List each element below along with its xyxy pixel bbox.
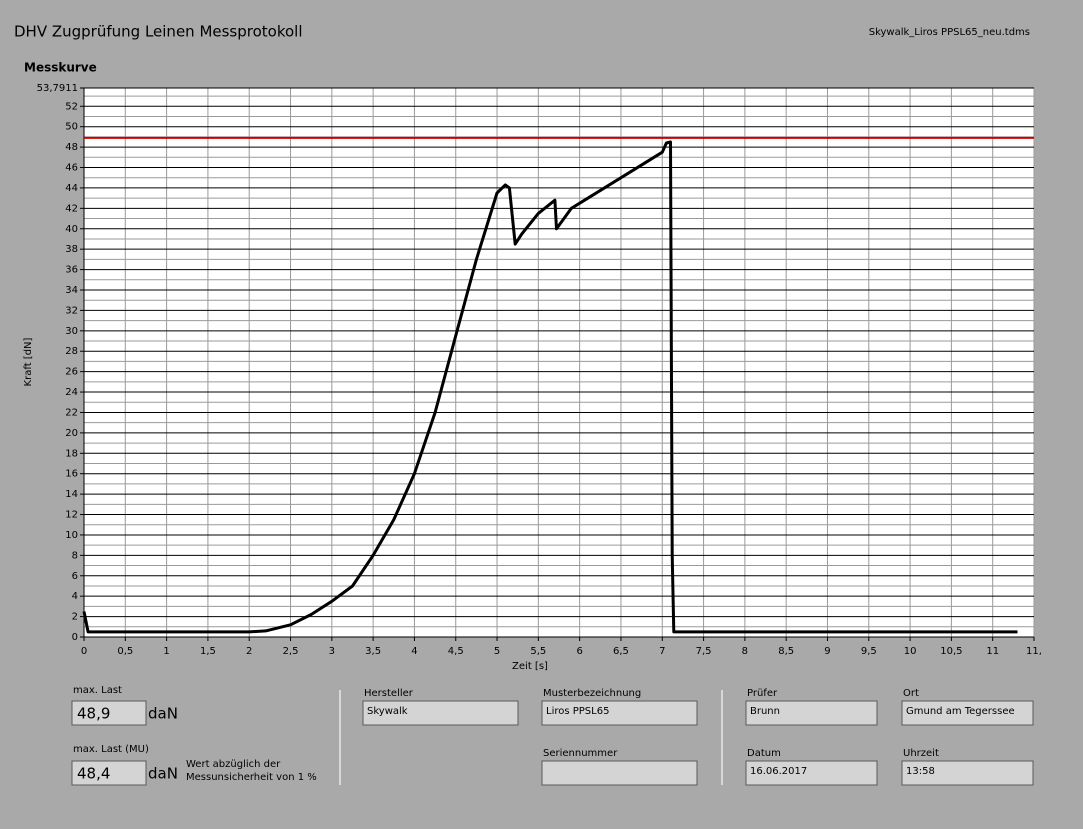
unit: daN <box>148 705 178 723</box>
label: max. Last (MU) <box>73 744 149 755</box>
x-tick-label: 1 <box>163 646 169 657</box>
y-tick-label: 52 <box>65 101 78 112</box>
x-tick-label: 8 <box>742 646 748 657</box>
x-tick-label: 0,5 <box>117 646 133 657</box>
x-tick-label: 10,5 <box>940 646 962 657</box>
y-tick-label: 14 <box>65 489 78 500</box>
field-label: Prüfer <box>747 688 778 699</box>
y-tick-label: 20 <box>65 428 78 439</box>
x-tick-label: 1,5 <box>200 646 216 657</box>
unit: daN <box>148 765 178 783</box>
note: Wert abzüglich der <box>186 759 281 770</box>
y-tick-label: 8 <box>72 550 78 561</box>
y-tick-label: 6 <box>72 571 78 582</box>
y-tick-label: 42 <box>65 203 78 214</box>
y-tick-label: 18 <box>65 448 78 459</box>
report-title: DHV Zugprüfung Leinen Messprotokoll <box>14 23 303 41</box>
x-tick-label: 11 <box>986 646 999 657</box>
y-tick-label: 28 <box>65 346 78 357</box>
field-box <box>541 760 698 786</box>
y-tick-label: 22 <box>65 407 78 418</box>
x-tick-label: 9 <box>824 646 830 657</box>
x-tick-label: 9,5 <box>861 646 877 657</box>
x-tick-label: 6 <box>576 646 582 657</box>
x-tick-label: 0 <box>81 646 87 657</box>
file-name: Skywalk_Liros PPSL65_neu.tdms <box>869 27 1030 38</box>
field-value: 16.06.2017 <box>750 766 807 777</box>
field-box <box>745 760 878 786</box>
force-curve <box>82 140 1018 634</box>
plot-area <box>84 88 1034 637</box>
x-tick-label: 4,5 <box>448 646 464 657</box>
field-box <box>541 700 698 726</box>
x-tick-label: 7 <box>659 646 665 657</box>
x-axis-label: Zeit [s] <box>512 661 548 672</box>
x-tick-label: 5 <box>494 646 500 657</box>
x-tick-label: 8,5 <box>778 646 794 657</box>
y-tick-label: 26 <box>65 367 78 378</box>
field-label: Hersteller <box>364 688 414 699</box>
y-tick-label: 38 <box>65 244 78 255</box>
value: 48,4 <box>77 765 110 783</box>
field-box <box>745 700 878 726</box>
x-tick-label: 7,5 <box>696 646 712 657</box>
field-label: Ort <box>903 688 919 699</box>
y-tick-label: 2 <box>72 612 78 623</box>
y-tick-label: 46 <box>65 163 78 174</box>
field-label: Seriennummer <box>543 748 618 759</box>
x-tick-label: 2 <box>246 646 252 657</box>
note: Messunsicherheit von 1 % <box>186 772 317 783</box>
field-label: Musterbezeichnung <box>543 688 641 699</box>
y-tick-label: 36 <box>65 265 78 276</box>
y-tick-label: 4 <box>72 591 78 602</box>
field-box <box>362 700 519 726</box>
field-value: 13:58 <box>906 766 935 777</box>
y-tick-label: 0 <box>72 632 78 643</box>
y-tick-label: 16 <box>65 469 78 480</box>
field-label: Datum <box>747 748 781 759</box>
x-tick-label: 10 <box>904 646 917 657</box>
field-value: Skywalk <box>367 706 408 717</box>
field-box <box>901 700 1034 726</box>
y-tick-label: 24 <box>65 387 78 398</box>
y-tick-label: 12 <box>65 510 78 521</box>
x-tick-label: 4 <box>411 646 417 657</box>
field-value: Liros PPSL65 <box>546 706 609 717</box>
x-tick-label: 2,5 <box>283 646 299 657</box>
y-tick-label: 48 <box>65 142 78 153</box>
x-tick-label: 6,5 <box>613 646 629 657</box>
value-box <box>71 760 147 786</box>
x-tick-label: 11, <box>1026 646 1042 657</box>
y-tick-label: 30 <box>65 326 78 337</box>
chart-title: Messkurve <box>24 61 97 75</box>
y-tick-label: 50 <box>65 122 78 133</box>
field-label: Uhrzeit <box>903 748 939 759</box>
x-tick-label: 3 <box>329 646 335 657</box>
value-box <box>71 700 147 726</box>
label: max. Last <box>73 685 122 696</box>
x-tick-label: 3,5 <box>365 646 381 657</box>
y-tick-label: 32 <box>65 305 78 316</box>
y-axis-label: Kraft [dN] <box>23 337 34 386</box>
value: 48,9 <box>77 705 110 723</box>
y-tick-label: 44 <box>65 183 78 194</box>
x-tick-label: 5,5 <box>530 646 546 657</box>
field-box <box>901 760 1034 786</box>
field-value: Gmund am Tegerssee <box>906 706 1015 717</box>
y-tick-label: 40 <box>65 224 78 235</box>
field-value: Brunn <box>750 706 780 717</box>
y-tick-label: 10 <box>65 530 78 541</box>
y-tick-label: 34 <box>65 285 78 296</box>
y-tick-label: 53,7911 <box>37 83 78 94</box>
